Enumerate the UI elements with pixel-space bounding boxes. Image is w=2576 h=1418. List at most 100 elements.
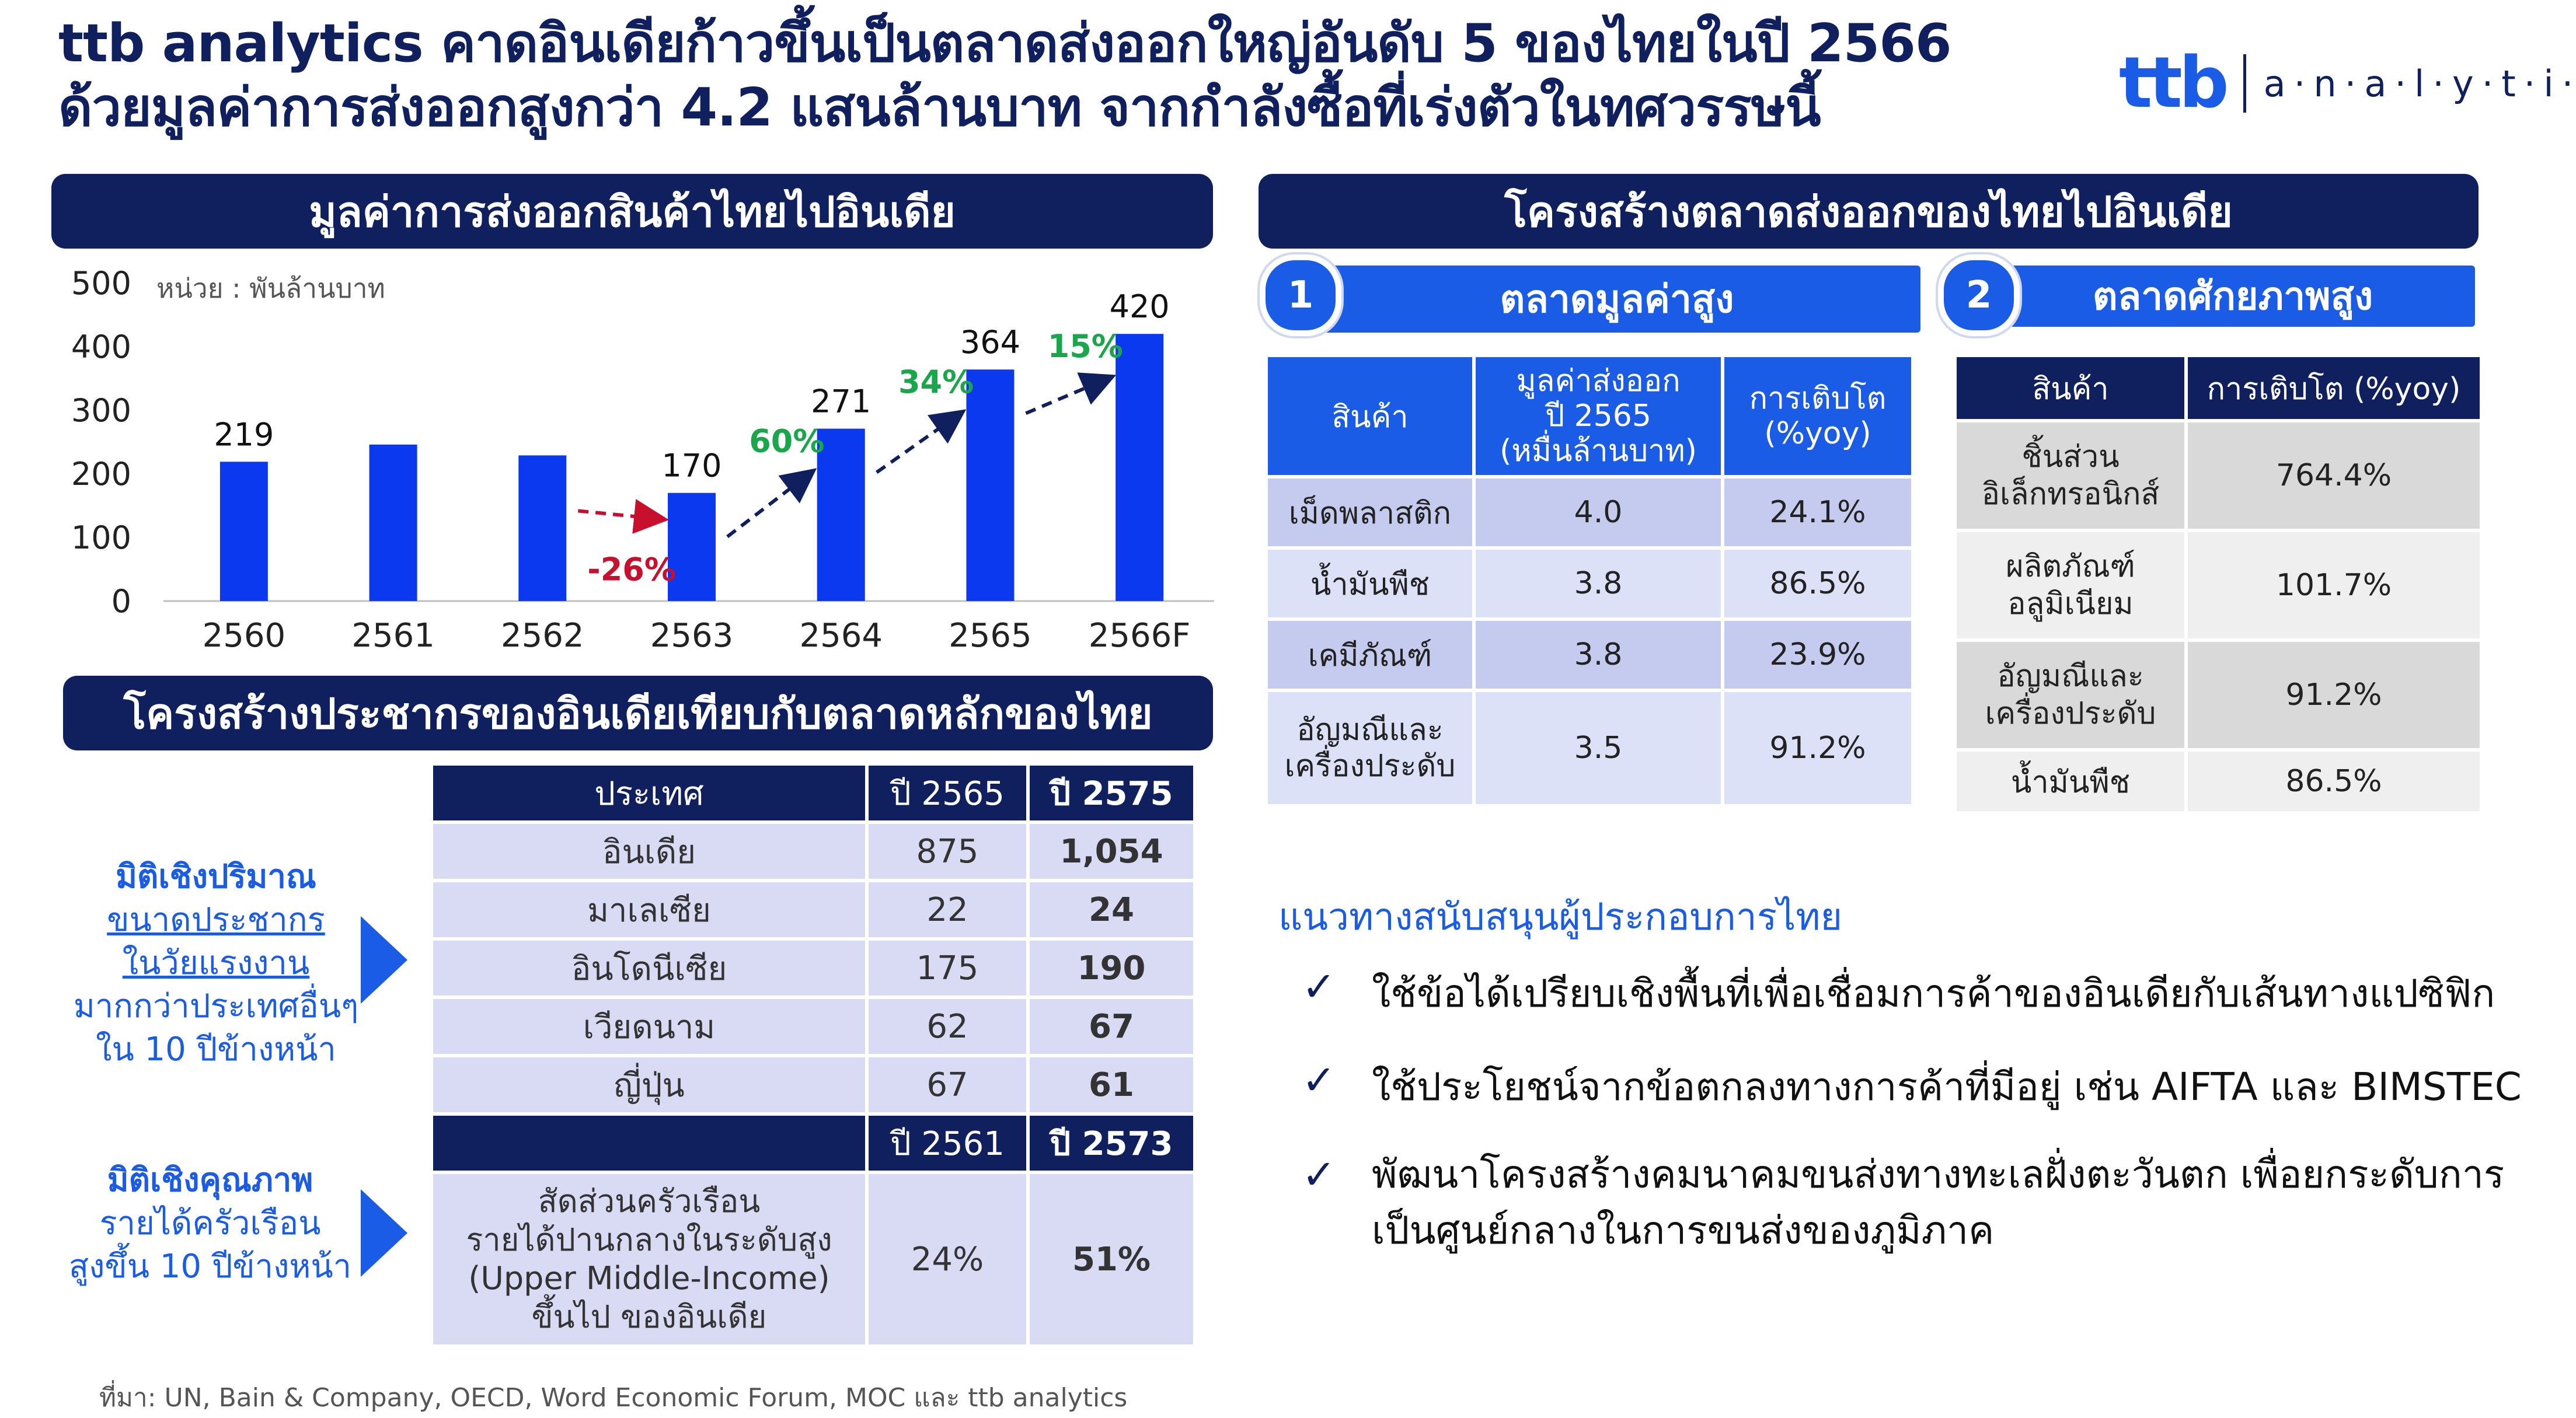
chart-bar <box>518 455 567 601</box>
header-line: มูลค่าส่งออก <box>1516 364 1681 399</box>
growth-cell: 91.2% <box>1724 692 1911 804</box>
check-icon: ✓ <box>1302 963 1336 1011</box>
market-number-badge: 1 <box>1260 254 1341 336</box>
export-structure-banner: โครงสร้างตลาดส่งออกของไทยไปอินเดีย <box>1259 174 2479 249</box>
header-line: (%yoy) <box>1764 416 1871 451</box>
table-row: ชิ้นส่วน อิเล็กทรอนิกส์ 764.4% <box>1957 422 2480 529</box>
value-cell: 175 <box>869 941 1026 996</box>
y-tick-label: 400 <box>71 329 131 365</box>
table-row: เวียดนาม 62 67 <box>433 999 1193 1054</box>
value-cell: 3.8 <box>1476 550 1721 617</box>
table-row: อัญมณีและ เครื่องประดับ 91.2% <box>1957 642 2480 748</box>
headline-line-1: ttb analytics คาดอินเดียก้าวขึ้นเป็นตลาด… <box>58 13 1951 74</box>
income-row: สัดส่วนครัวเรือน รายได้ปานกลางในระดับสูง… <box>433 1174 1193 1344</box>
value-cell: 67 <box>1030 999 1193 1054</box>
growth-annotation-label: 60% <box>749 423 824 460</box>
growth-cell: 23.9% <box>1724 621 1911 689</box>
high-value-market-title: ตลาดมูลค่าสูง <box>1500 277 1734 322</box>
y-tick-label: 500 <box>71 265 131 302</box>
x-tick-label: 2560 <box>203 617 286 655</box>
product-cell: อัญมณีและ เครื่องประดับ <box>1957 642 2184 748</box>
product-cell: เคมีภัณฑ์ <box>1268 621 1472 689</box>
high-value-table-wrap: สินค้า มูลค่าส่งออก ปี 2565 (หมื่นล้านบา… <box>1264 354 1915 808</box>
chart-bar <box>1116 334 1164 601</box>
product-line: ชิ้นส่วน <box>2021 439 2120 474</box>
growth-cell: 24.1% <box>1724 479 1911 546</box>
quality-dimension-label: มิติเชิงคุณภาพ รายได้ครัวเรือน สูงขึ้น 1… <box>47 1159 374 1288</box>
income-label-line: รายได้ปานกลางในระดับสูง <box>466 1221 832 1258</box>
support-item-text: พัฒนาโครงสร้างคมนาคมขนส่งทางทะเลฝั่งตะวั… <box>1372 1152 2505 1197</box>
y-tick-label: 300 <box>71 392 131 429</box>
value-cell: 24 <box>1030 882 1193 937</box>
quality-line: รายได้ครัวเรือน <box>99 1204 321 1242</box>
country-cell: ญี่ปุ่น <box>433 1057 865 1112</box>
income-label-line: ขึ้นไป ของอินเดีย <box>531 1298 767 1335</box>
product-line: เครื่องประดับ <box>1985 696 2156 731</box>
value-cell: 61 <box>1030 1057 1193 1112</box>
population-header-row: ประเทศ ปี 2565 ปี 2575 <box>433 766 1193 820</box>
income-label-line: สัดส่วนครัวเรือน <box>538 1183 761 1220</box>
quality-arrow-icon <box>361 1189 407 1277</box>
header-cell: การเติบโต (%yoy) <box>1724 357 1911 475</box>
headline: ttb analytics คาดอินเดียก้าวขึ้นเป็นตลาด… <box>58 12 1951 140</box>
bar-data-label: 420 <box>1110 288 1170 325</box>
growth-cell: 764.4% <box>2188 422 2480 529</box>
quantity-line: ในวัยแรงงาน <box>122 944 310 982</box>
quantity-title: มิติเชิงปริมาณ <box>116 858 316 896</box>
product-cell: ชิ้นส่วน อิเล็กทรอนิกส์ <box>1957 422 2184 529</box>
product-line: อลูมิเนียม <box>2007 586 2134 621</box>
population-header-cell: ปี 2565 <box>869 766 1026 820</box>
product-cell: น้ำมันพืช <box>1268 550 1472 617</box>
chart-bar <box>966 369 1015 601</box>
check-icon: ✓ <box>1302 1151 1336 1199</box>
growth-annotation-label: 15% <box>1048 328 1123 365</box>
value-cell: 67 <box>869 1057 1026 1112</box>
value-cell: 22 <box>869 882 1026 937</box>
header-line: สินค้า <box>1331 399 1409 435</box>
market-number-badge: 2 <box>1938 254 2020 336</box>
population-table: ประเทศ ปี 2565 ปี 2575 อินเดีย 875 1,054… <box>430 762 1197 1348</box>
country-cell: มาเลเซีย <box>433 882 865 937</box>
product-line: เครื่องประดับ <box>1284 749 1456 784</box>
y-tick-label: 100 <box>71 519 131 556</box>
income-header-cell: ปี 2573 <box>1030 1116 1193 1171</box>
header-cell: สินค้า <box>1957 357 2184 419</box>
chart-unit-label: หน่วย : พันล้านบาท <box>156 273 385 304</box>
headline-line-2: ด้วยมูลค่าการส่งออกสูงกว่า 4.2 แสนล้านบา… <box>58 77 1821 138</box>
growth-cell: 86.5% <box>2188 752 2480 811</box>
quantity-line: มากกว่าประเทศอื่นๆ <box>73 987 359 1025</box>
chart-bar <box>369 444 417 601</box>
check-icon: ✓ <box>1302 1056 1336 1104</box>
growth-annotation-label: 34% <box>898 364 974 400</box>
table-row: น้ำมันพืช 3.8 86.5% <box>1268 550 1911 617</box>
chart-bar <box>219 462 268 601</box>
bar-data-label: 271 <box>811 383 871 420</box>
income-value-cell: 51% <box>1030 1174 1193 1344</box>
income-header-cell <box>433 1116 865 1171</box>
value-cell: 3.5 <box>1476 692 1721 804</box>
value-cell: 875 <box>869 824 1026 879</box>
header-cell: การเติบโต (%yoy) <box>2188 357 2480 419</box>
bar-data-label: 364 <box>960 324 1020 361</box>
quality-line: สูงขึ้น 10 ปีข้างหน้า <box>68 1248 352 1286</box>
table-row: อินโดนีเซีย 175 190 <box>433 941 1193 996</box>
table-row: เม็ดพลาสติก 4.0 24.1% <box>1268 479 1911 546</box>
growth-arrow <box>1025 372 1117 415</box>
header-line: ปี 2565 <box>1545 399 1651 434</box>
income-label-cell: สัดส่วนครัวเรือน รายได้ปานกลางในระดับสูง… <box>433 1174 865 1344</box>
high-value-header-row: สินค้า มูลค่าส่งออก ปี 2565 (หมื่นล้านบา… <box>1268 357 1911 475</box>
y-tick-label: 200 <box>71 456 131 493</box>
growth-annotation-label: -26% <box>587 551 676 588</box>
table-row: เคมีภัณฑ์ 3.8 23.9% <box>1268 621 1911 689</box>
value-cell: 1,054 <box>1030 824 1193 879</box>
population-banner: โครงสร้างประชากรของอินเดียเทียบกับตลาดหล… <box>63 676 1213 750</box>
growth-cell: 91.2% <box>2188 642 2480 748</box>
table-row: ญี่ปุ่น 67 61 <box>433 1057 1193 1112</box>
logo-ttb-wordmark: ttb <box>2119 43 2229 124</box>
growth-cell: 101.7% <box>2188 532 2480 638</box>
bar-data-label: 170 <box>661 448 721 484</box>
x-tick-label: 2561 <box>351 617 435 655</box>
support-item-text: เป็นศูนย์กลางในการขนส่งของภูมิภาค <box>1372 1208 1995 1253</box>
country-cell: เวียดนาม <box>433 999 865 1054</box>
export-bar-chart: 0 100 200 300 400 500 2560 219 2561 2562 2563 170 25… <box>71 265 1214 655</box>
